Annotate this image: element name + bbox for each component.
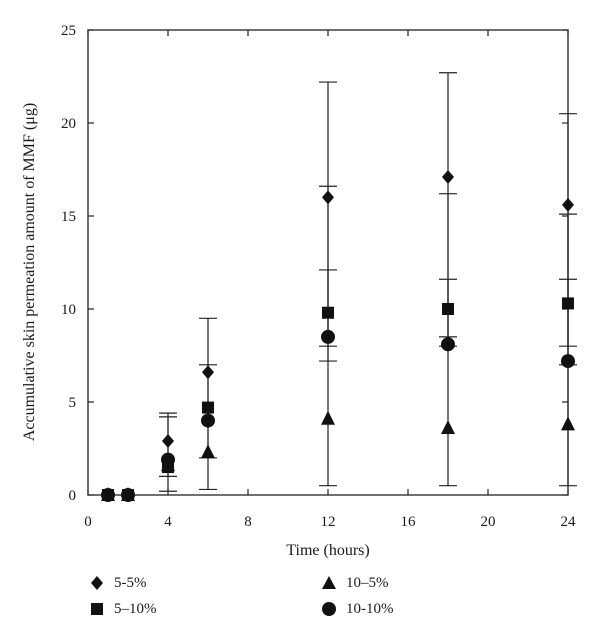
data-point-triangle xyxy=(441,420,455,435)
data-point-circle xyxy=(321,329,335,344)
data-point-triangle xyxy=(561,416,575,431)
data-point-diamond xyxy=(562,197,574,212)
chart-plot: 0 4 8 12 16 20 24 0 5 10 15 20 25 Accumulative skin … xyxy=(21,23,577,559)
legend-item-series-1: 5-5% xyxy=(86,572,147,594)
y-tick-label: 10 xyxy=(61,302,76,318)
y-axis-label: Accumulative skin permeation amount of M… xyxy=(21,103,38,441)
x-tick-label: 4 xyxy=(164,514,172,530)
triangle-marker-icon xyxy=(322,576,336,589)
legend-label-series-1: 5-5% xyxy=(114,574,147,591)
legend-item-series-3: 10–5% xyxy=(318,572,389,594)
data-point-square xyxy=(442,303,454,315)
x-tick-label: 12 xyxy=(321,514,336,530)
legend: 5-5% 5–10% 10–5% 10-10% xyxy=(0,566,600,638)
data-point-circle xyxy=(101,488,115,502)
legend-label-series-4: 10-10% xyxy=(346,600,394,617)
circle-marker-icon xyxy=(322,602,336,616)
data-point-diamond xyxy=(202,365,214,380)
y-tick-label: 25 xyxy=(61,23,76,39)
data-point-circle xyxy=(561,354,575,369)
data-point-square xyxy=(562,297,574,310)
square-marker-icon xyxy=(91,603,103,615)
x-tick-label: 0 xyxy=(84,514,92,530)
y-tick-label: 15 xyxy=(61,209,76,225)
x-axis-label: Time (hours) xyxy=(286,542,369,559)
data-point-circle xyxy=(201,413,215,428)
data-point-diamond xyxy=(322,190,334,205)
diamond-marker-icon xyxy=(91,576,103,590)
y-tick-label: 20 xyxy=(61,116,76,132)
legend-item-series-4: 10-10% xyxy=(318,598,394,620)
data-point-circle xyxy=(161,452,175,467)
data-point-square xyxy=(322,306,334,319)
data-point-triangle xyxy=(321,410,335,425)
x-tick-label: 20 xyxy=(481,514,496,530)
data-point-circle xyxy=(441,337,455,352)
legend-label-series-3: 10–5% xyxy=(346,574,389,591)
x-tick-label: 8 xyxy=(244,514,252,530)
x-tick-label: 24 xyxy=(561,514,577,530)
y-tick-label: 5 xyxy=(69,395,77,411)
legend-label-series-2: 5–10% xyxy=(114,600,157,617)
data-point-triangle xyxy=(201,444,215,459)
data-point-diamond xyxy=(442,169,454,184)
y-tick-label: 0 xyxy=(69,488,77,504)
data-point-circle xyxy=(121,488,135,502)
data-point-diamond xyxy=(162,434,174,449)
data-point-square xyxy=(202,401,214,414)
x-tick-label: 16 xyxy=(401,514,417,530)
legend-item-series-2: 5–10% xyxy=(86,598,157,620)
